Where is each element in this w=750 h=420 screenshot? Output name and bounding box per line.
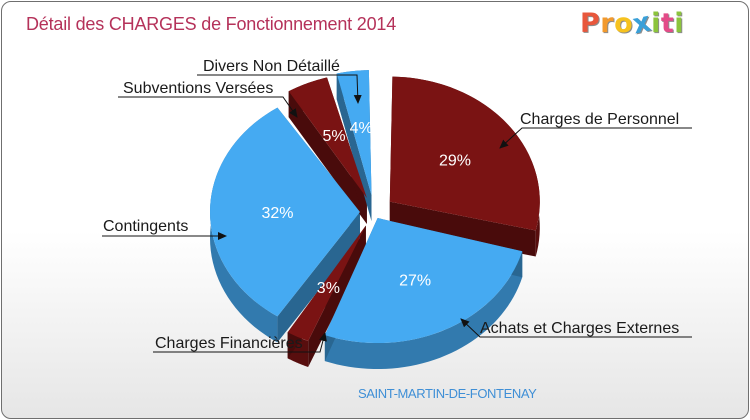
- logo-letter: i: [651, 8, 661, 39]
- slice-category-label: Achats et Charges Externes: [480, 320, 679, 337]
- proxiti-logo: Proxiti: [580, 6, 685, 40]
- slice-category-label: Subventions Versées: [123, 80, 273, 97]
- leader-lines: [102, 74, 692, 353]
- slice-category-label: Charges de Personnel: [520, 111, 679, 128]
- leader-line: [118, 96, 298, 118]
- slice-side: [324, 251, 523, 370]
- slice-percent-label: 32%: [261, 205, 293, 222]
- logo-letter: t: [660, 8, 675, 39]
- pie-slice-achats-et-charges-externes: [324, 218, 523, 344]
- pie-slice-subventions-vers-es: [288, 77, 367, 198]
- slice-labels: Charges de Personnel Achats et Charges Ex…: [103, 58, 679, 352]
- leader-line: [197, 74, 362, 104]
- leader-line: [499, 127, 692, 149]
- logo-letter: o: [614, 8, 634, 39]
- slice-category-label: Charges Financières: [155, 335, 303, 352]
- leader-line: [460, 318, 692, 338]
- slice-category-label: Divers Non Détaillé: [203, 58, 340, 75]
- chart-title: Détail des CHARGES de Fonctionnement 201…: [26, 14, 397, 34]
- pie-slice-divers-non-d-taill-: [336, 70, 372, 196]
- slice-percent-label: 4%: [350, 120, 373, 137]
- logo-letter: i: [674, 8, 685, 39]
- slice-category-label: Contingents: [103, 218, 188, 235]
- slice-percent-label: 5%: [323, 128, 346, 145]
- logo-letter: P: [580, 8, 601, 39]
- pie-slice-contingents: [210, 107, 360, 317]
- slice-percent-label: 29%: [439, 152, 471, 169]
- slice-edge: [336, 73, 372, 222]
- commune-name: SAINT-MARTIN-DE-FONTENAY: [358, 386, 537, 401]
- pie-slice-charges-financi-res: [287, 225, 366, 342]
- pie-slice-charges-de-personnel: [389, 76, 540, 231]
- slice-edge: [389, 201, 536, 257]
- logo-letter: r: [600, 8, 615, 39]
- pie-slices: 29% 27% 3% 32% 5% 4%: [210, 70, 540, 370]
- slice-percent-label: 27%: [399, 272, 431, 289]
- leader-line: [153, 332, 327, 353]
- slice-edge: [277, 212, 360, 343]
- slice-percent-label: 3%: [317, 280, 340, 297]
- slice-edge: [288, 91, 367, 224]
